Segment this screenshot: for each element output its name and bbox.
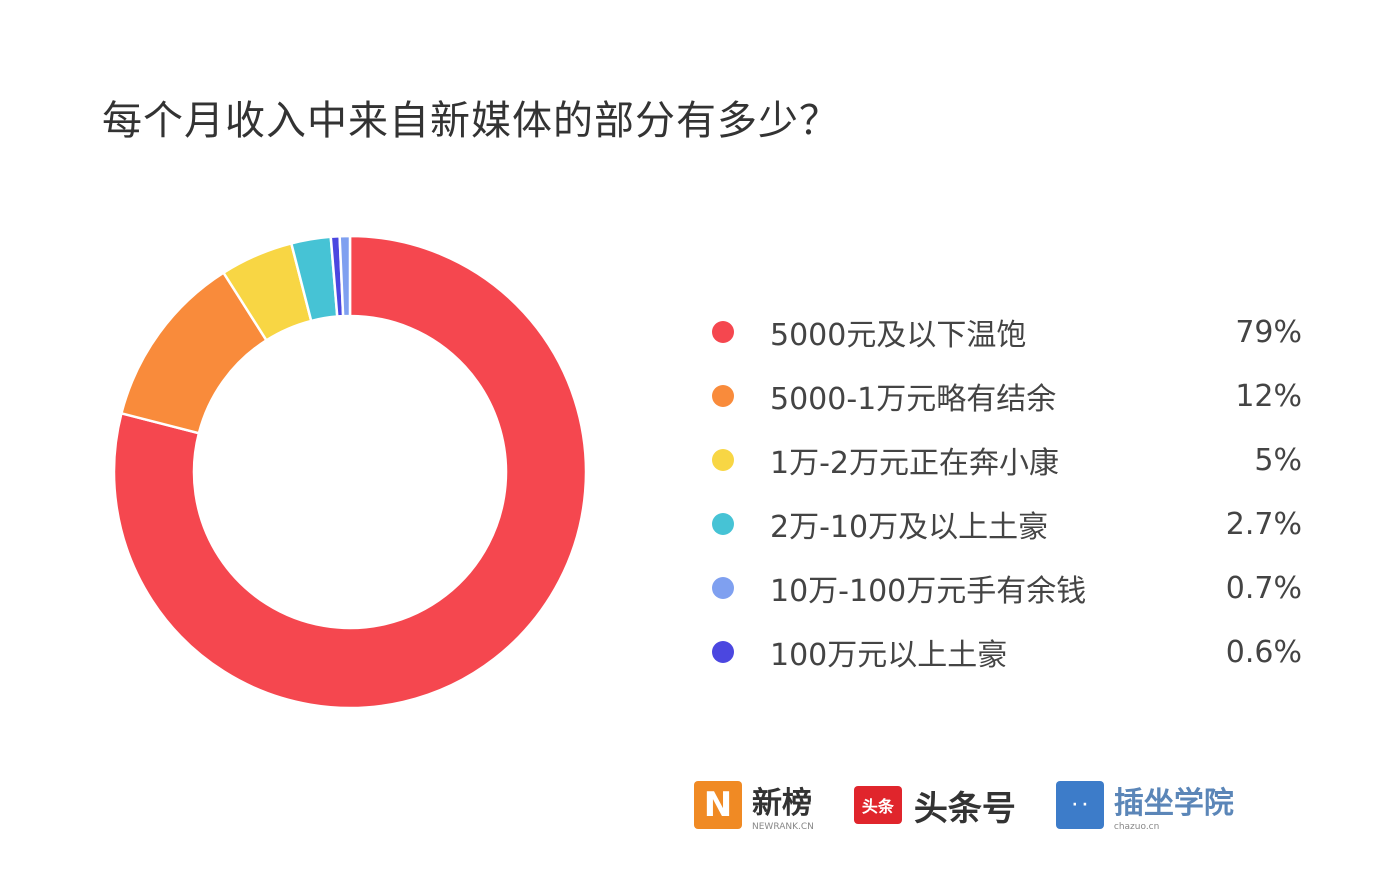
legend-item: 1万-2万元正在奔小康 5%	[712, 428, 1302, 492]
logos: N 新榜 NEWRANK.CN 头条 头条号 · · 插坐学院 chazuo.c…	[694, 778, 1274, 832]
legend-value: 5%	[1254, 442, 1302, 478]
legend-item: 5000元及以下温饱 79%	[712, 300, 1302, 364]
legend-item: 100万元以上土豪 0.6%	[712, 620, 1302, 684]
legend-swatch	[712, 513, 734, 535]
donut-slice	[112, 234, 588, 710]
chazuo-logo: · · 插坐学院 chazuo.cn	[1055, 778, 1234, 832]
legend-swatch	[712, 321, 734, 343]
legend-item: 10万-100万元手有余钱 0.7%	[712, 556, 1302, 620]
legend-value: 12%	[1235, 378, 1302, 414]
legend-label: 100万元以上土豪	[770, 638, 1008, 673]
donut-slice	[338, 234, 352, 318]
chart-title: 每个月收入中来自新媒体的部分有多少？	[102, 98, 840, 144]
legend-item: 5000-1万元略有结余 12%	[712, 364, 1302, 428]
legend-label: 10万-100万元手有余钱	[770, 574, 1087, 609]
legend-label: 1万-2万元正在奔小康	[770, 446, 1059, 481]
chazuo-icon: · ·	[1055, 781, 1104, 829]
legend-label: 5000-1万元略有结余	[770, 382, 1057, 417]
newrank-logo: N 新榜 NEWRANK.CN	[694, 778, 814, 832]
donut-chart	[112, 234, 588, 710]
legend-swatch	[712, 577, 734, 599]
legend: 5000元及以下温饱 79% 5000-1万元略有结余 12% 1万-2万元正在奔小康 5…	[712, 300, 1302, 684]
newrank-icon: N	[694, 781, 742, 829]
legend-label: 2万-10万及以上土豪	[770, 510, 1049, 545]
legend-value: 0.7%	[1225, 570, 1302, 606]
legend-swatch	[712, 449, 734, 471]
toutiao-icon: 头条	[853, 786, 902, 824]
legend-label: 5000元及以下温饱	[770, 318, 1027, 353]
legend-item: 2万-10万及以上土豪 2.7%	[712, 492, 1302, 556]
toutiao-logo: 头条 头条号	[853, 781, 1016, 830]
legend-value: 79%	[1235, 314, 1302, 350]
legend-value: 0.6%	[1225, 634, 1302, 670]
legend-swatch	[712, 385, 734, 407]
legend-swatch	[712, 641, 734, 663]
legend-value: 2.7%	[1225, 506, 1302, 542]
